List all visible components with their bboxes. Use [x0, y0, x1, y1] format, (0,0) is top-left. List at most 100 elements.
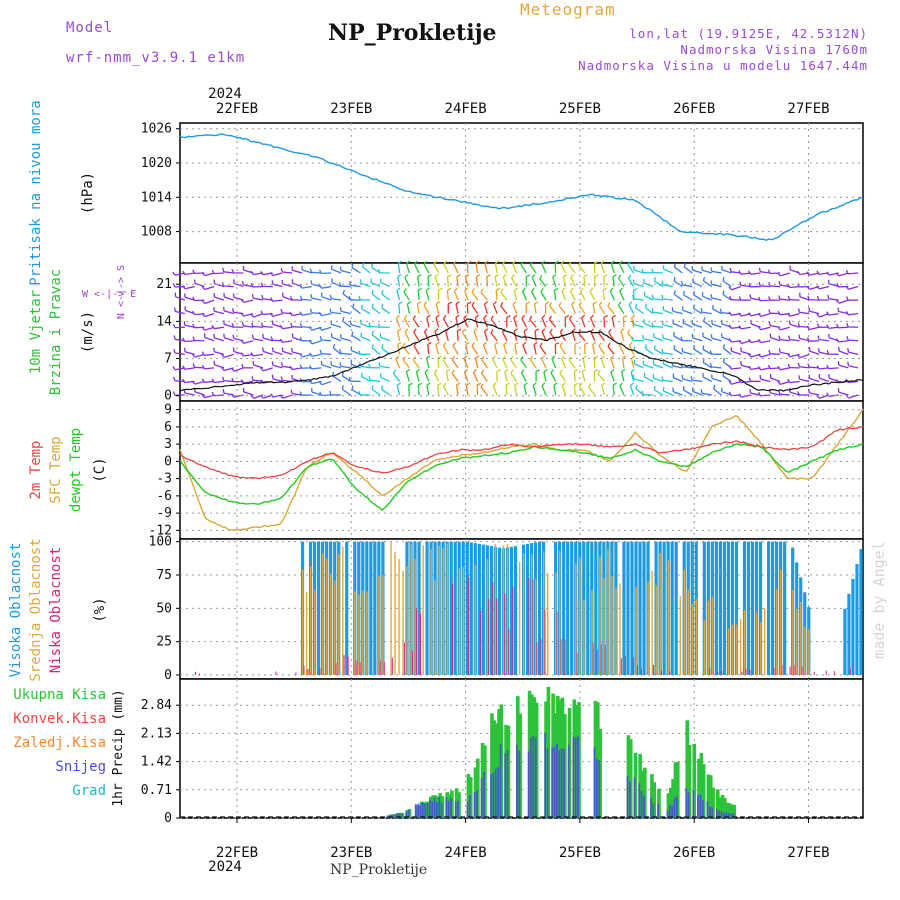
- wind-barb: [434, 331, 440, 342]
- credit-label: made by Angel: [870, 541, 888, 658]
- total-rain-bar: [708, 775, 713, 818]
- wind-barb-feather: [378, 362, 381, 367]
- wind-barb: [351, 389, 361, 396]
- high-cloud-bar: [513, 546, 518, 675]
- wind-barb: [311, 391, 322, 396]
- wind-barb-feather: [514, 341, 519, 346]
- wind-barb: [731, 350, 742, 355]
- wind-barb-feather: [787, 378, 791, 383]
- snow-bar: [727, 813, 730, 818]
- wind-barb-feather: [608, 328, 612, 333]
- low-cloud-bar: [468, 577, 470, 675]
- total-rain-bar: [671, 779, 675, 818]
- wind-barb: [662, 298, 673, 301]
- wind-barb-feather: [173, 335, 176, 340]
- total-rain-bar: [652, 782, 657, 818]
- mid-cloud-bar: [398, 559, 400, 675]
- wind-barb: [548, 319, 557, 328]
- wind-barb-feather: [628, 301, 633, 306]
- wind-barb: [809, 377, 820, 383]
- wind-barb-feather: [681, 347, 684, 352]
- wind-barb-feather: [583, 274, 588, 278]
- wind-barb-feather: [522, 287, 526, 292]
- wind-barb-feather: [371, 385, 374, 390]
- wind-barb-feather: [299, 295, 303, 300]
- precip-legend-2: Zaledj.Kisa: [13, 735, 106, 751]
- wind-barb: [223, 285, 234, 288]
- wind-barb-feather: [757, 312, 762, 317]
- precip-legend-0: Ukupna Kisa: [13, 687, 106, 703]
- wind-barb: [424, 371, 430, 382]
- wind-barb: [475, 357, 479, 369]
- wind-barb-feather: [414, 260, 418, 265]
- wind-barb-feather: [280, 267, 283, 273]
- mid-cloud-bar: [647, 581, 649, 675]
- wind-barb: [770, 285, 781, 288]
- snow-bar: [563, 748, 565, 818]
- wind-barb-feather: [513, 328, 518, 332]
- wind-barb: [692, 379, 703, 383]
- wind-barb-feather: [777, 380, 781, 385]
- wind-barb-feather: [341, 371, 344, 377]
- wind-barb: [760, 353, 771, 358]
- wind-barb: [511, 277, 518, 287]
- wind-barb-feather: [182, 365, 186, 370]
- wind-barb-feather: [250, 270, 254, 275]
- snow-bar: [558, 749, 561, 818]
- wind-barb-feather: [442, 355, 446, 360]
- wind-barb: [184, 340, 195, 343]
- model-elevation-label: Nadmorska Visina u modelu 1647.44m: [578, 58, 868, 73]
- wind-barb-feather: [692, 344, 696, 350]
- wind-barb-feather: [581, 314, 586, 319]
- low-cloud-bar: [303, 665, 305, 675]
- mid-cloud-bar: [603, 577, 605, 675]
- top-x-tick-label: 24FEB: [445, 101, 487, 117]
- mid-cloud-bar: [615, 587, 617, 675]
- wind-barb-feather: [807, 363, 810, 368]
- high-cloud-bar: [489, 546, 493, 675]
- wind-barb-feather: [452, 342, 457, 347]
- wind-barb-feather: [486, 274, 491, 278]
- wind-barb-feather: [808, 388, 810, 393]
- wind-barb-feather: [847, 348, 850, 353]
- snow-bar: [685, 788, 688, 818]
- mid-cloud-bar: [655, 585, 657, 675]
- wind-barb: [174, 338, 185, 342]
- wind-barb: [402, 359, 410, 369]
- mid-cloud-bar: [378, 575, 380, 675]
- wind-barb-feather: [502, 274, 507, 278]
- wind-barb-feather: [318, 326, 323, 331]
- wind-barb-feather: [651, 268, 654, 273]
- snow-bar: [468, 794, 471, 818]
- low-cloud-bar: [194, 671, 196, 675]
- wind-barb: [692, 323, 703, 328]
- precip-legend-3: Snijeg: [55, 759, 106, 775]
- wind-barb: [561, 385, 567, 396]
- wind-barb-feather: [529, 261, 533, 266]
- mid-cloud-bar: [707, 600, 710, 675]
- wind-barb: [770, 336, 781, 342]
- wind-barb-feather: [729, 267, 732, 272]
- wind-barb-feather: [690, 376, 693, 381]
- wind-barb-feather: [631, 355, 636, 359]
- wind-barb: [371, 347, 381, 355]
- wind-barb-feather: [600, 355, 605, 359]
- wind-barb: [223, 271, 234, 274]
- wind-barb-feather: [757, 326, 762, 331]
- wind-barb-feather: [464, 287, 469, 292]
- wind-barb-feather: [341, 385, 344, 390]
- wind-barb: [592, 303, 596, 314]
- wind-barb: [582, 357, 586, 369]
- wind-y-tick-label: 21: [156, 277, 172, 292]
- wind-barb: [600, 358, 606, 369]
- wind-barb: [789, 380, 800, 384]
- wind-barb-feather: [453, 287, 458, 292]
- wind-barb: [702, 362, 713, 369]
- wind-barb-feather: [406, 260, 411, 264]
- mid-cloud-bar: [366, 591, 368, 675]
- wind-barb: [838, 364, 849, 369]
- wind-barb-feather: [531, 274, 536, 278]
- low-cloud-bar: [600, 644, 602, 675]
- wind-barb-feather: [279, 324, 283, 330]
- wind-barb: [848, 285, 859, 290]
